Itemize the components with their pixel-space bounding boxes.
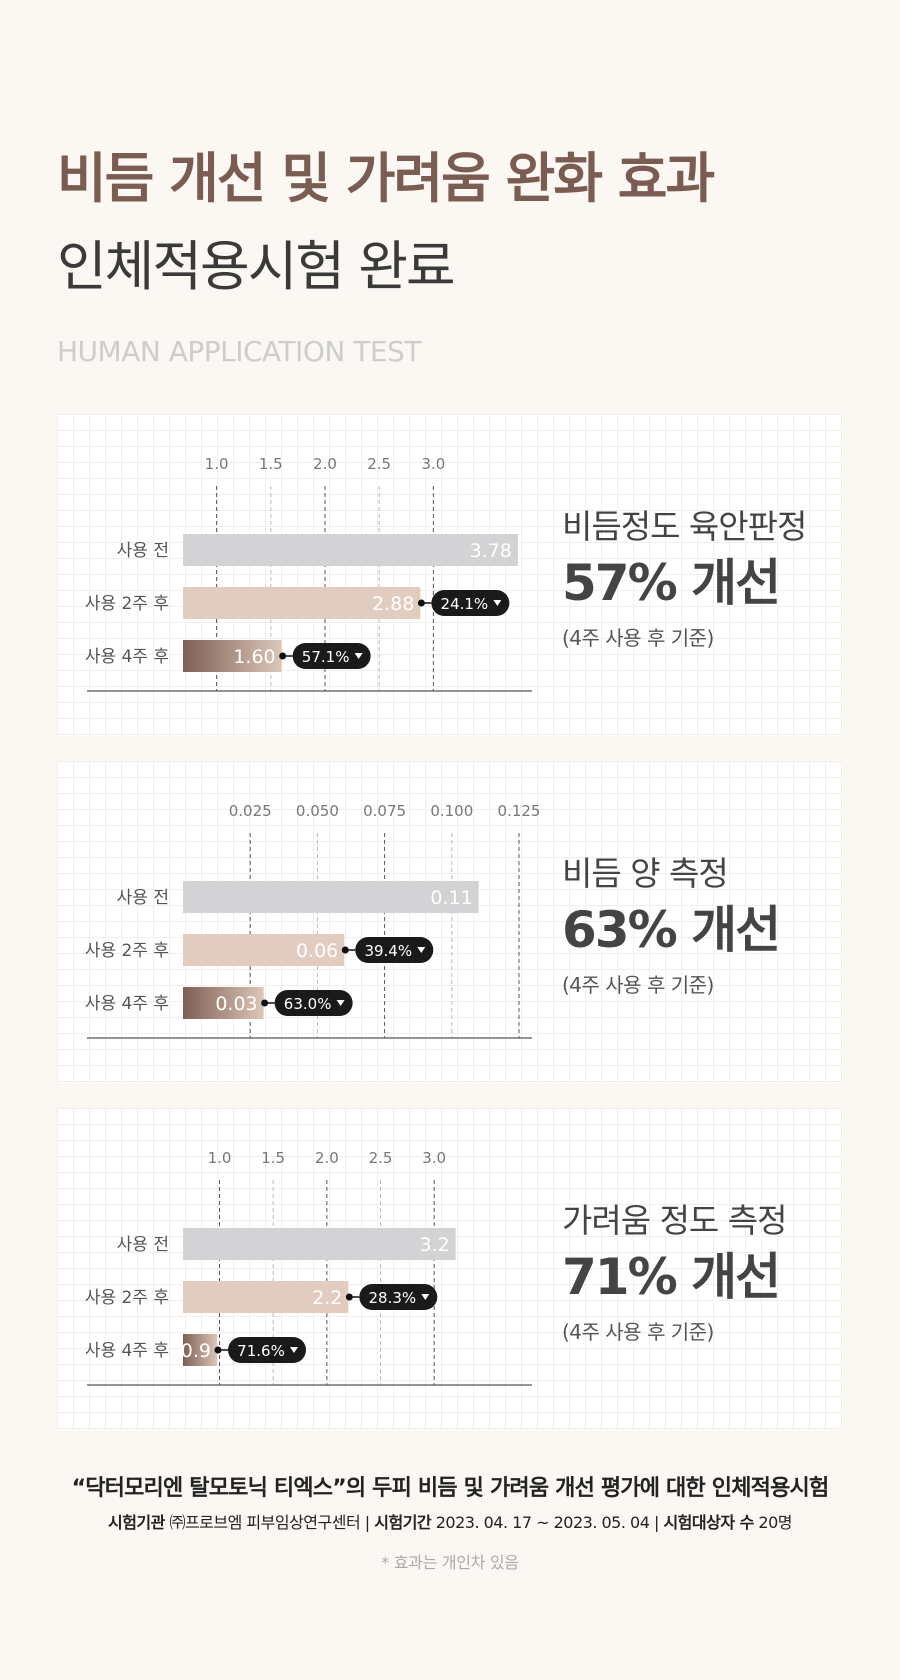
category-label: 사용 4주 후: [85, 994, 169, 1014]
chart-2: 0.025 0.050 0.075 0.100 0.125 사용 전 0.11 사용 2주 후…: [85, 802, 541, 1039]
data-label: 0.03: [215, 993, 257, 1015]
category-label: 사용 2주 후: [85, 1288, 169, 1308]
arrow-down-icon: [493, 600, 502, 606]
tick-label: 0.125: [498, 802, 541, 820]
bar: [183, 1228, 456, 1260]
result-value: 57% 개선: [562, 554, 781, 612]
change-label: 63.0%: [284, 995, 332, 1013]
chart-panel-1: 1.0 1.5 2.0 2.5 3.0 사용 전 3.78 사용 2주 후 2.88 24.1% 사…: [57, 414, 843, 736]
data-label: 0.11: [430, 887, 472, 909]
result-value: 71% 개선: [562, 1248, 781, 1306]
category-label: 사용 전: [117, 1235, 169, 1255]
arrow-down-icon: [336, 1000, 345, 1006]
category-label: 사용 전: [117, 541, 169, 561]
change-pill: [292, 643, 371, 669]
bar: [183, 881, 479, 913]
bar: [183, 1334, 217, 1366]
tick-label: 0.050: [296, 802, 339, 820]
tick-label: 1.0: [205, 455, 229, 473]
study-org-label: 시험기관: [107, 1513, 165, 1532]
separator: |: [649, 1513, 664, 1532]
change-pill: [359, 1284, 438, 1310]
chart-1: 1.0 1.5 2.0 2.5 3.0 사용 전 3.78 사용 2주 후 2.88 24.1% 사…: [85, 455, 532, 692]
tick-label: 2.0: [315, 1149, 339, 1167]
data-label: 0.9: [181, 1340, 211, 1362]
page-title: 비듬 개선 및 가려움 완화 효과: [57, 147, 715, 210]
study-org-value: ㈜프로브엠 피부임상연구센터: [169, 1513, 361, 1532]
arrow-down-icon: [354, 653, 363, 659]
tick-label: 1.5: [259, 455, 283, 473]
data-label: 2.2: [312, 1287, 342, 1309]
change-label: 57.1%: [302, 648, 350, 666]
disclaimer-note: * 효과는 개인차 있음: [381, 1553, 519, 1572]
bar: [183, 640, 282, 672]
change-pill: [228, 1337, 306, 1363]
change-pill: [431, 590, 510, 616]
subject-count-label: 시험대상자 수: [663, 1513, 754, 1532]
category-label: 사용 4주 후: [85, 1341, 169, 1361]
change-label: 28.3%: [368, 1289, 416, 1307]
study-period-value: 2023. 04. 17 ~ 2023. 05. 04: [435, 1513, 650, 1532]
study-info: 시험기관 ㈜프로브엠 피부임상연구센터 | 시험기간 2023. 04. 17 …: [0, 1515, 900, 1531]
bar: [183, 534, 518, 566]
bar: [183, 1281, 349, 1313]
chart-panel-3: 1.0 1.5 2.0 2.5 3.0 사용 전 3.2 사용 2주 후 2.2 28.3% 사용 …: [57, 1108, 843, 1430]
tick-label: 0.075: [363, 802, 406, 820]
data-label: 1.60: [233, 646, 275, 668]
subject-count-value: 20명: [758, 1513, 793, 1532]
change-label: 71.6%: [237, 1342, 285, 1360]
category-label: 사용 전: [117, 888, 169, 908]
data-label: 3.2: [419, 1234, 449, 1256]
chart-3: 1.0 1.5 2.0 2.5 3.0 사용 전 3.2 사용 2주 후 2.2 28.3% 사용 …: [85, 1149, 532, 1386]
data-label: 3.78: [470, 540, 512, 562]
result-note: (4주 사용 후 기준): [562, 973, 714, 997]
category-label: 사용 2주 후: [85, 594, 169, 614]
chart-panel-2: 0.025 0.050 0.075 0.100 0.125 사용 전 0.11 사용 2주 후…: [57, 761, 843, 1083]
tick-label: 0.025: [229, 802, 272, 820]
page-subtitle: HUMAN APPLICATION TEST: [57, 335, 421, 368]
result-note: (4주 사용 후 기준): [562, 1320, 714, 1344]
tick-label: 2.5: [367, 455, 391, 473]
data-label: 2.88: [372, 593, 414, 615]
bar: [183, 587, 421, 619]
study-title: “닥터모리엔 탈모토닉 티엑스”의 두피 비듬 및 가려움 개선 평가에 대한 …: [71, 1476, 830, 1501]
arrow-down-icon: [290, 1347, 298, 1353]
change-label: 39.4%: [364, 942, 412, 960]
result-note: (4주 사용 후 기준): [562, 626, 714, 650]
bar: [183, 987, 264, 1019]
page-title-line2: 인체적용시험 완료: [57, 235, 456, 298]
result-label: 비듬정도 육안판정: [562, 507, 807, 546]
data-label: 0.06: [296, 940, 338, 962]
change-pill: [274, 990, 353, 1016]
tick-label: 2.0: [313, 455, 337, 473]
category-label: 사용 2주 후: [85, 941, 169, 961]
category-label: 사용 4주 후: [85, 647, 169, 667]
change-label: 24.1%: [441, 595, 489, 613]
study-period-label: 시험기간: [374, 1513, 432, 1532]
tick-label: 3.0: [422, 1149, 446, 1167]
tick-label: 1.5: [261, 1149, 285, 1167]
tick-label: 0.100: [430, 802, 473, 820]
tick-label: 3.0: [421, 455, 445, 473]
tick-label: 1.0: [208, 1149, 232, 1167]
arrow-down-icon: [421, 1294, 430, 1300]
result-label: 비듬 양 측정: [562, 854, 729, 893]
result-label: 가려움 정도 측정: [562, 1201, 787, 1240]
arrow-down-icon: [417, 947, 426, 953]
separator: |: [360, 1513, 375, 1532]
change-pill: [355, 937, 434, 963]
bar: [183, 934, 345, 966]
tick-label: 2.5: [369, 1149, 393, 1167]
result-value: 63% 개선: [562, 901, 781, 959]
